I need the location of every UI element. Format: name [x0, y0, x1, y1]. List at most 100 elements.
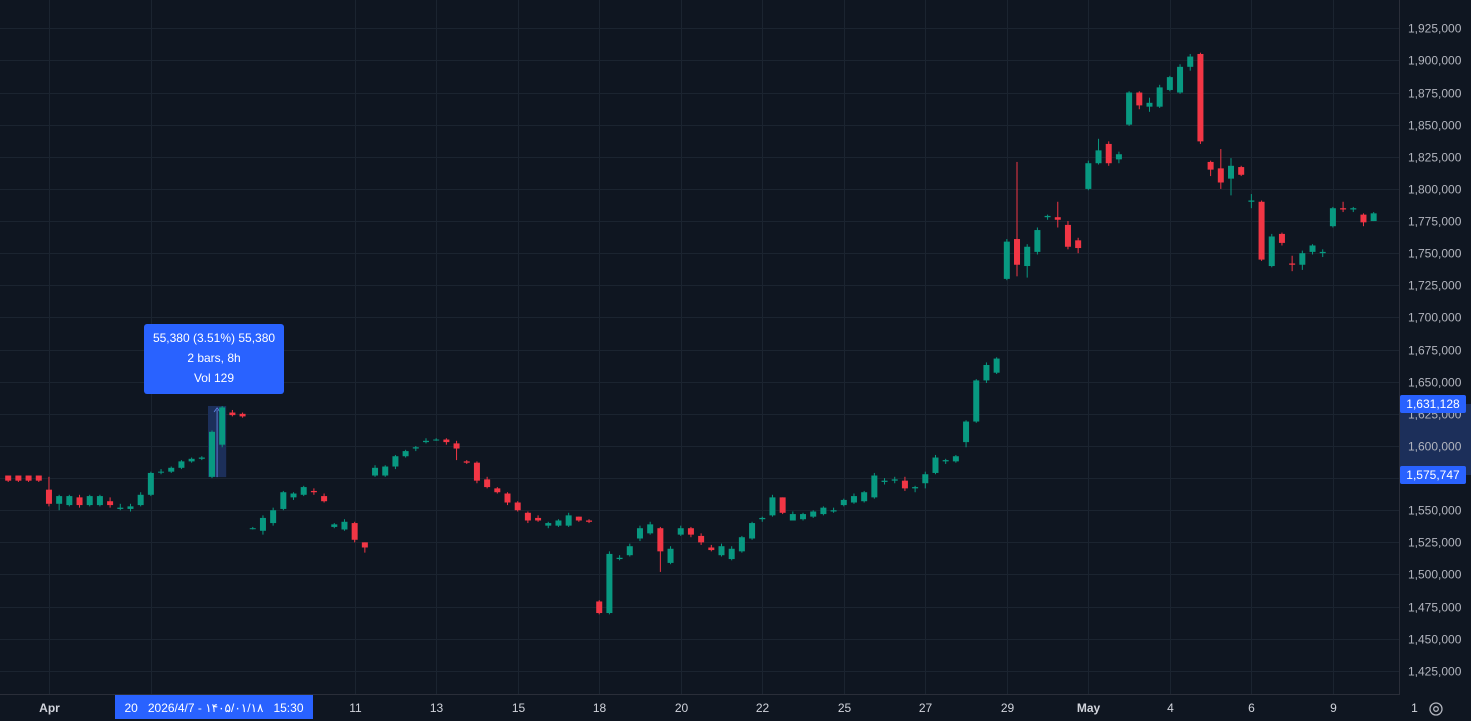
candle[interactable]: [901, 476, 908, 491]
candle[interactable]: [1309, 244, 1316, 255]
candle[interactable]: [1289, 255, 1296, 272]
candle[interactable]: [96, 494, 103, 507]
candle[interactable]: [1350, 206, 1357, 213]
candle[interactable]: [35, 475, 42, 482]
candle[interactable]: [626, 543, 633, 557]
candle[interactable]: [1187, 53, 1194, 71]
candle[interactable]: [1278, 232, 1285, 246]
candle[interactable]: [1299, 250, 1306, 270]
candle[interactable]: [331, 523, 338, 529]
candle[interactable]: [45, 476, 52, 507]
candle[interactable]: [575, 516, 582, 522]
candle[interactable]: [769, 494, 776, 517]
candle[interactable]: [1370, 212, 1377, 222]
candle[interactable]: [463, 460, 470, 464]
candle[interactable]: [1197, 52, 1204, 144]
candle[interactable]: [616, 555, 623, 561]
candle[interactable]: [1115, 151, 1122, 164]
candle[interactable]: [158, 469, 165, 475]
candle[interactable]: [687, 526, 694, 538]
candle[interactable]: [433, 438, 440, 441]
candle[interactable]: [922, 471, 929, 489]
candle[interactable]: [76, 494, 83, 508]
candle[interactable]: [555, 519, 562, 527]
candle[interactable]: [871, 472, 878, 499]
candle[interactable]: [117, 503, 124, 511]
candle[interactable]: [942, 458, 949, 464]
candle[interactable]: [56, 494, 63, 511]
candle[interactable]: [708, 544, 715, 552]
candle[interactable]: [891, 476, 898, 484]
candle[interactable]: [392, 454, 399, 470]
candle[interactable]: [1329, 206, 1336, 228]
candle[interactable]: [1258, 200, 1265, 261]
candle[interactable]: [1319, 249, 1326, 258]
candle[interactable]: [137, 492, 144, 507]
candle[interactable]: [280, 490, 287, 511]
candle[interactable]: [66, 494, 73, 507]
candle[interactable]: [738, 535, 745, 553]
candle[interactable]: [341, 519, 348, 531]
candle[interactable]: [973, 379, 980, 423]
candle[interactable]: [15, 475, 22, 482]
candle[interactable]: [229, 409, 236, 417]
candle[interactable]: [993, 357, 1000, 374]
candle[interactable]: [1177, 64, 1184, 94]
candle[interactable]: [912, 485, 919, 493]
candle[interactable]: [219, 406, 226, 448]
price-axis[interactable]: [1399, 0, 1471, 694]
candle[interactable]: [636, 525, 643, 542]
candle[interactable]: [983, 362, 990, 383]
candle[interactable]: [1054, 201, 1061, 228]
candle[interactable]: [647, 521, 654, 535]
candle[interactable]: [698, 533, 705, 545]
candle[interactable]: [728, 546, 735, 561]
candle[interactable]: [1105, 141, 1112, 166]
candle[interactable]: [840, 498, 847, 507]
candle[interactable]: [382, 465, 389, 477]
candle[interactable]: [535, 515, 542, 522]
candle[interactable]: [881, 478, 888, 485]
candle[interactable]: [586, 519, 593, 524]
candle[interactable]: [850, 493, 857, 504]
candle[interactable]: [249, 526, 256, 530]
candle[interactable]: [820, 506, 827, 516]
candle[interactable]: [1064, 221, 1071, 250]
candle[interactable]: [321, 493, 328, 503]
candle[interactable]: [830, 507, 837, 513]
candle[interactable]: [5, 475, 12, 482]
candle[interactable]: [861, 490, 868, 503]
candle[interactable]: [198, 456, 205, 461]
candle[interactable]: [952, 454, 959, 463]
candle[interactable]: [677, 525, 684, 536]
candle[interactable]: [1238, 165, 1245, 177]
candle[interactable]: [270, 507, 277, 526]
candle[interactable]: [300, 485, 307, 497]
candle[interactable]: [168, 466, 175, 473]
candle[interactable]: [759, 516, 766, 522]
candle[interactable]: [494, 487, 501, 494]
candle[interactable]: [1095, 138, 1102, 165]
candle[interactable]: [484, 476, 491, 489]
candle[interactable]: [402, 449, 409, 458]
candle[interactable]: [963, 420, 970, 448]
candle[interactable]: [1217, 149, 1224, 189]
candle[interactable]: [259, 515, 266, 535]
candle[interactable]: [473, 461, 480, 484]
candle[interactable]: [1003, 239, 1010, 281]
candle[interactable]: [1268, 233, 1275, 268]
candle[interactable]: [1146, 97, 1153, 112]
candle[interactable]: [800, 512, 807, 521]
candle[interactable]: [1024, 244, 1031, 278]
candle[interactable]: [422, 438, 429, 444]
candle[interactable]: [779, 497, 786, 515]
candle[interactable]: [749, 521, 756, 540]
candle[interactable]: [524, 511, 531, 524]
candle[interactable]: [351, 521, 358, 543]
candle[interactable]: [25, 475, 32, 482]
candle[interactable]: [361, 542, 368, 553]
candle[interactable]: [1156, 84, 1163, 108]
candle[interactable]: [504, 492, 511, 506]
candle[interactable]: [1136, 91, 1143, 110]
